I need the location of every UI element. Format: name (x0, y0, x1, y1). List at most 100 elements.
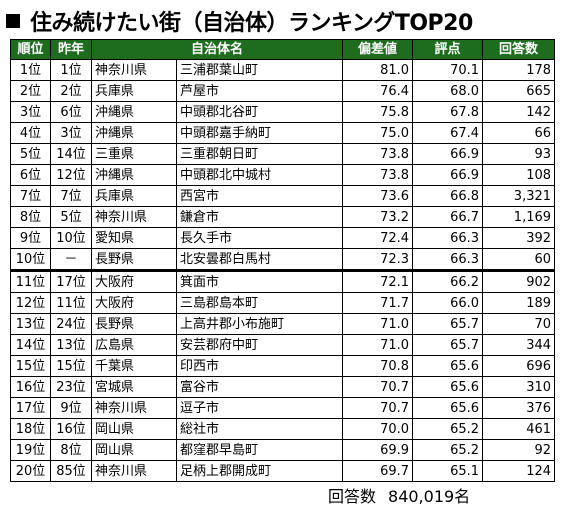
prev-rank-cell: 1位 (50, 59, 92, 81)
city-cell: 都窪郡早島町 (175, 439, 344, 461)
rank-cell: 8位 (10, 206, 51, 228)
answers-cell: 3,321 (482, 185, 556, 207)
prefecture-cell: 長野県 (91, 248, 177, 271)
score-cell: 73.8 (342, 143, 414, 165)
answers-cell: 93 (482, 143, 556, 165)
total-value: 840,019名 (388, 487, 471, 506)
city-cell: 西宮市 (175, 185, 344, 207)
table-row: 20位 85位 神奈川県 足柄上郡開成町 69.7 65.1 124 (10, 460, 556, 482)
rank-cell: 15位 (10, 355, 51, 377)
rating-cell: 66.2 (412, 269, 484, 293)
table-row: 14位 13位 広島県 安芸郡府中町 71.0 65.7 344 (10, 334, 556, 356)
rank-cell: 19位 (10, 439, 51, 461)
prefecture-cell: 兵庫県 (91, 185, 177, 207)
score-cell: 70.0 (342, 418, 414, 440)
table-row: 19位 8位 岡山県 都窪郡早島町 69.9 65.2 92 (10, 439, 556, 461)
prev-rank-cell: 14位 (50, 143, 92, 165)
prefecture-cell: 大阪府 (91, 269, 177, 293)
header-rank: 順位 (10, 39, 51, 60)
prev-rank-cell: 13位 (50, 334, 92, 356)
rank-cell: 11位 (10, 269, 51, 293)
answers-cell: 376 (482, 397, 556, 419)
city-cell: 逗子市 (175, 397, 344, 419)
prev-rank-cell: 3位 (50, 122, 92, 144)
prev-rank-cell: 12位 (50, 164, 92, 186)
score-cell: 69.7 (342, 460, 414, 482)
table-row: 8位 5位 神奈川県 鎌倉市 73.2 66.7 1,169 (10, 206, 556, 228)
table-row: 6位 12位 沖縄県 中頭郡北中城村 73.8 66.9 108 (10, 164, 556, 186)
rank-cell: 1位 (10, 59, 51, 81)
rating-cell: 65.6 (412, 376, 484, 398)
table-row: 17位 9位 神奈川県 逗子市 70.7 65.6 376 (10, 397, 556, 419)
answers-cell: 310 (482, 376, 556, 398)
score-cell: 71.0 (342, 334, 414, 356)
table-row: 11位 17位 大阪府 箕面市 72.1 66.2 902 (10, 269, 556, 293)
prefecture-cell: 沖縄県 (91, 122, 177, 144)
rating-cell: 66.3 (412, 227, 484, 249)
rating-cell: 65.2 (412, 418, 484, 440)
prev-rank-cell: 6位 (50, 101, 92, 123)
score-cell: 72.3 (342, 248, 414, 271)
table-body: 1位 1位 神奈川県 三浦郡葉山町 81.0 70.1 178 2位 2位 兵庫県 芦屋市 76.4 6… (10, 59, 556, 482)
header-prev: 昨年 (50, 39, 92, 60)
rating-cell: 66.9 (412, 143, 484, 165)
score-cell: 70.8 (342, 355, 414, 377)
answers-cell: 902 (482, 269, 556, 293)
city-cell: 印西市 (175, 355, 344, 377)
score-cell: 76.4 (342, 80, 414, 102)
answers-cell: 344 (482, 334, 556, 356)
table-row: 9位 10位 愛知県 長久手市 72.4 66.3 392 (10, 227, 556, 249)
prefecture-cell: 長野県 (91, 313, 177, 335)
prefecture-cell: 兵庫県 (91, 80, 177, 102)
page-title: 住み続けたい街（自治体）ランキングTOP20 (6, 6, 473, 36)
table-header-row: 順位 昨年 自治体名 偏差値 評点 回答数 (10, 39, 556, 60)
prefecture-cell: 岡山県 (91, 439, 177, 461)
answers-cell: 142 (482, 101, 556, 123)
rank-cell: 4位 (10, 122, 51, 144)
answers-cell: 66 (482, 122, 556, 144)
rank-cell: 12位 (10, 292, 51, 314)
header-score: 偏差値 (342, 39, 414, 60)
prev-rank-cell: 5位 (50, 206, 92, 228)
table-row: 12位 11位 大阪府 三島郡島本町 71.7 66.0 189 (10, 292, 556, 314)
rank-cell: 20位 (10, 460, 51, 482)
city-cell: 北安曇郡白馬村 (175, 248, 344, 271)
rank-cell: 6位 (10, 164, 51, 186)
answers-cell: 124 (482, 460, 556, 482)
rating-cell: 66.8 (412, 185, 484, 207)
prev-rank-cell: 24位 (50, 313, 92, 335)
prefecture-cell: 神奈川県 (91, 206, 177, 228)
table-row: 18位 16位 岡山県 総社市 70.0 65.2 461 (10, 418, 556, 440)
rating-cell: 66.9 (412, 164, 484, 186)
rank-cell: 16位 (10, 376, 51, 398)
score-cell: 75.0 (342, 122, 414, 144)
prefecture-cell: 沖縄県 (91, 101, 177, 123)
prev-rank-cell: 85位 (50, 460, 92, 482)
prev-rank-cell: 9位 (50, 397, 92, 419)
answers-cell: 1,169 (482, 206, 556, 228)
table-row: 2位 2位 兵庫県 芦屋市 76.4 68.0 665 (10, 80, 556, 102)
table-row: 16位 23位 宮城県 富谷市 70.7 65.6 310 (10, 376, 556, 398)
prefecture-cell: 三重県 (91, 143, 177, 165)
answers-cell: 696 (482, 355, 556, 377)
table-row: 3位 6位 沖縄県 中頭郡北谷町 75.8 67.8 142 (10, 101, 556, 123)
table-row: 7位 7位 兵庫県 西宮市 73.6 66.8 3,321 (10, 185, 556, 207)
answers-cell: 92 (482, 439, 556, 461)
answers-cell: 70 (482, 313, 556, 335)
rating-cell: 66.3 (412, 248, 484, 271)
prev-rank-cell: 2位 (50, 80, 92, 102)
total-answers: 回答数 840,019名 (328, 483, 470, 507)
score-cell: 81.0 (342, 59, 414, 81)
rating-cell: 65.6 (412, 355, 484, 377)
table-row: 1位 1位 神奈川県 三浦郡葉山町 81.0 70.1 178 (10, 59, 556, 81)
answers-cell: 189 (482, 292, 556, 314)
ranking-table: 順位 昨年 自治体名 偏差値 評点 回答数 1位 1位 神奈川県 三浦郡葉山町 81.0… (10, 39, 556, 482)
prev-rank-cell: 23位 (50, 376, 92, 398)
answers-cell: 178 (482, 59, 556, 81)
city-cell: 中頭郡北中城村 (175, 164, 344, 186)
prev-rank-cell: － (50, 248, 92, 271)
rank-cell: 13位 (10, 313, 51, 335)
city-cell: 長久手市 (175, 227, 344, 249)
city-cell: 三浦郡葉山町 (175, 59, 344, 81)
rank-cell: 14位 (10, 334, 51, 356)
